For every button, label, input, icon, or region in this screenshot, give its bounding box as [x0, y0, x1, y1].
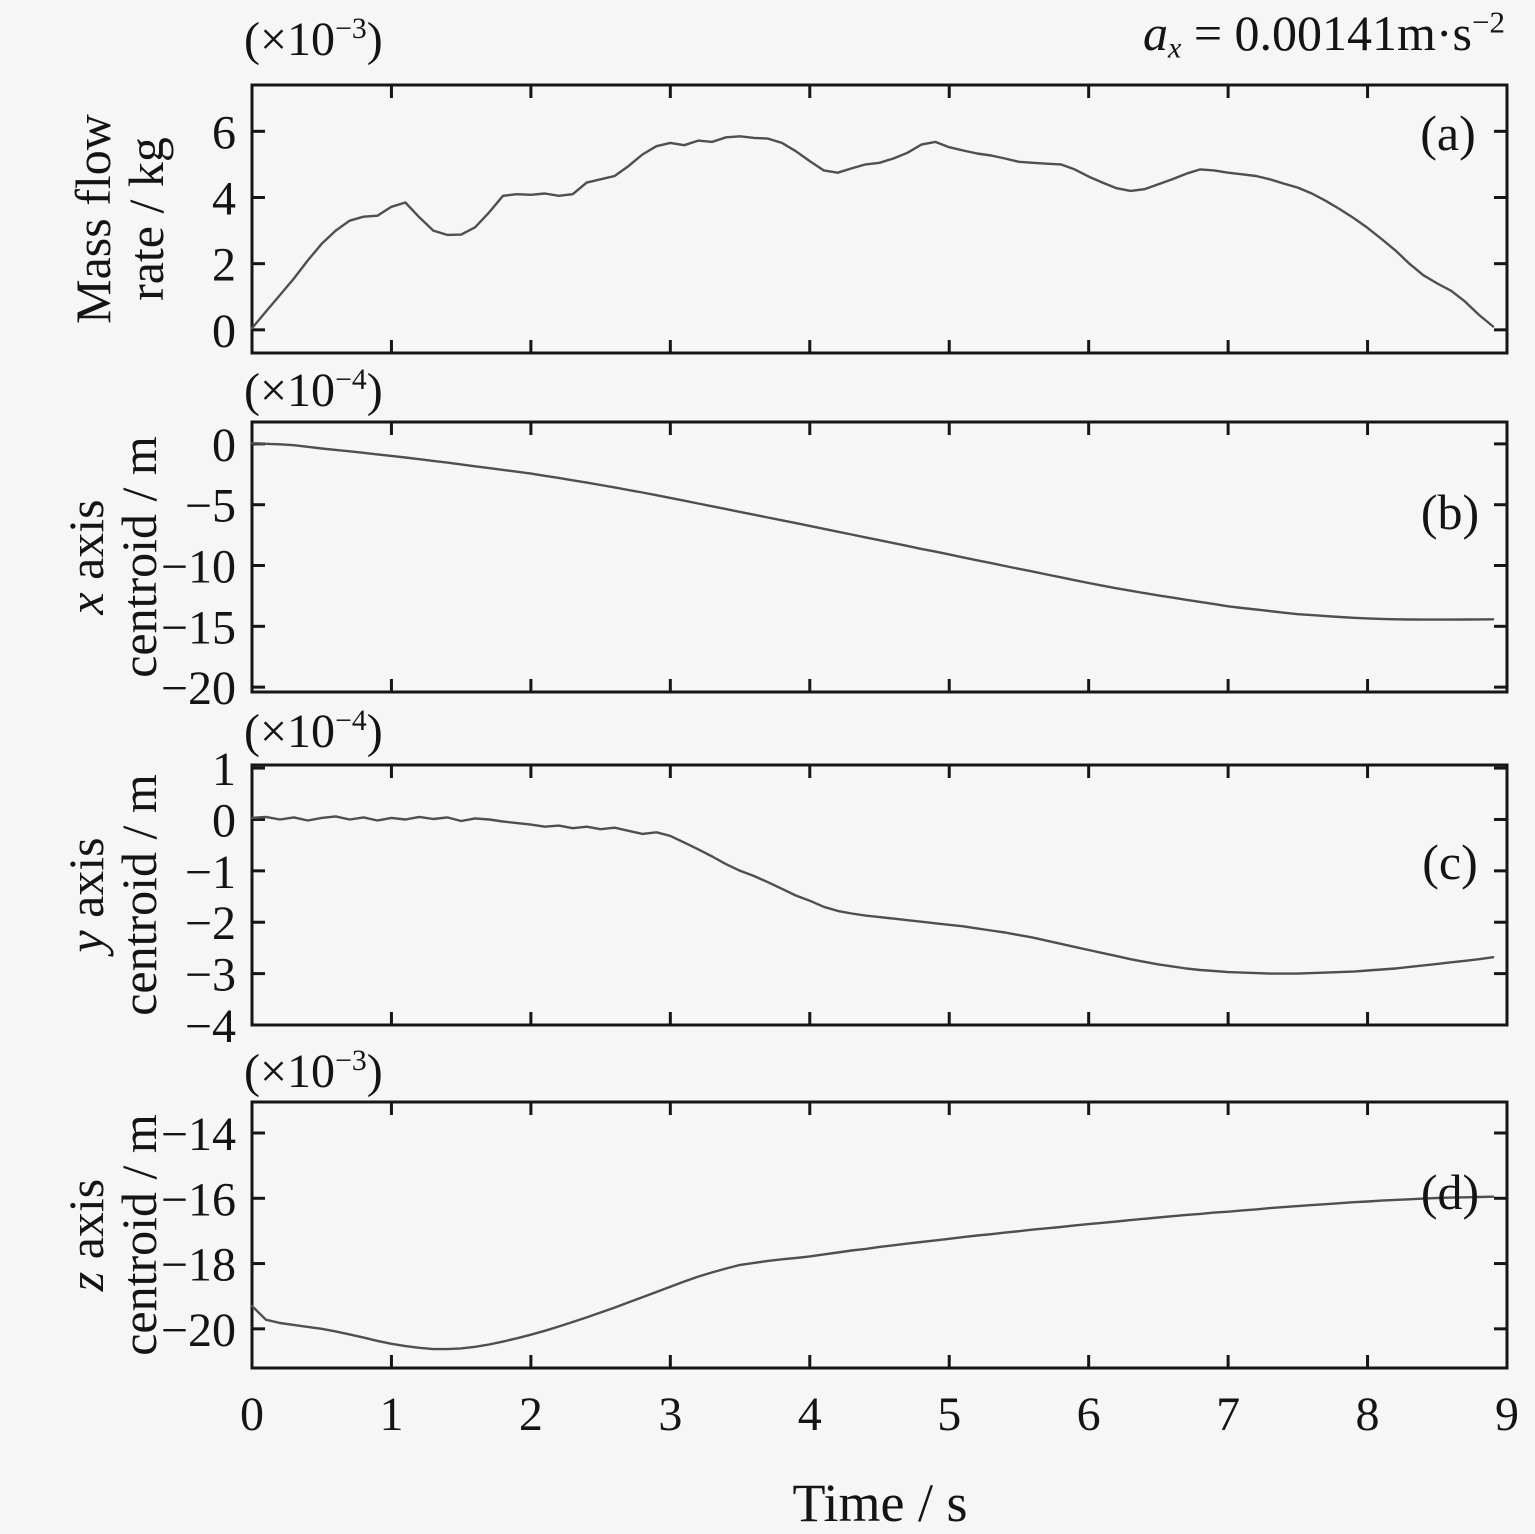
ytick-label: 2	[212, 239, 236, 292]
xtick-label: 3	[658, 1388, 682, 1441]
ytick-label: −14	[161, 1108, 236, 1161]
x-axis-label: Time / s	[792, 1473, 968, 1533]
data-curve-(b)	[250, 442, 1495, 621]
ytick-label: −3	[185, 949, 236, 1002]
xtick-label: 6	[1077, 1388, 1101, 1441]
panel-label-b: (b)	[1420, 484, 1480, 540]
scale-note-d: (×10−3)	[244, 1044, 383, 1098]
ytick-label: −10	[161, 541, 236, 594]
data-curve-(a)	[250, 135, 1495, 330]
ytick-label: −16	[161, 1173, 236, 1226]
xtick-label: 2	[519, 1388, 543, 1441]
y-axis-label-c: y axis centroid / m	[58, 774, 167, 1016]
y-axis-label-b: x axis centroid / m	[58, 436, 167, 678]
xtick-label: 1	[379, 1388, 403, 1441]
data-curve-(d)	[250, 1195, 1495, 1351]
title-subscript: x	[1167, 31, 1182, 65]
scale-note-b: (×10−4)	[244, 363, 383, 417]
panel-frame-(a)	[250, 83, 1509, 355]
ytick-label: 1	[212, 743, 236, 796]
panel-label-c: (c)	[1422, 834, 1478, 890]
xtick-label: 9	[1495, 1388, 1519, 1441]
title-exponent: −2	[1472, 4, 1505, 40]
ytick-label: −20	[161, 1304, 236, 1357]
panel-frame-(d)	[250, 1100, 1509, 1370]
ytick-label: −15	[161, 601, 236, 654]
ytick-label: 6	[212, 106, 236, 159]
ytick-label: 4	[212, 172, 236, 225]
title-equation: = 0.00141m·s	[1181, 5, 1473, 61]
ytick-label: −2	[185, 897, 236, 950]
ytick-label: 0	[212, 794, 236, 847]
ytick-label: −5	[185, 480, 236, 533]
y-axis-label-d: z axis centroid / m	[58, 1114, 167, 1356]
xtick-label: 5	[937, 1388, 961, 1441]
data-curve-(c)	[250, 815, 1495, 975]
ytick-label: −18	[161, 1239, 236, 1292]
xtick-label: 0	[240, 1388, 264, 1441]
xtick-label: 7	[1216, 1388, 1240, 1441]
ytick-label: −20	[161, 662, 236, 715]
title-variable: a	[1142, 5, 1168, 61]
panel-label-d: (d)	[1420, 1164, 1480, 1220]
scale-note-a: (×10−3)	[244, 12, 383, 66]
ytick-label: 0	[212, 305, 236, 358]
panel-frame-(c)	[250, 763, 1509, 1027]
ytick-label: 0	[212, 419, 236, 472]
ytick-label: −1	[185, 846, 236, 899]
xtick-label: 4	[798, 1388, 822, 1441]
figure-title: ax = 0.00141m·s−2	[1143, 4, 1505, 66]
scale-note-c: (×10−4)	[244, 704, 383, 758]
panel-label-a: (a)	[1420, 105, 1476, 161]
panel-frame-(b)	[250, 420, 1509, 694]
xtick-label: 8	[1356, 1388, 1380, 1441]
ytick-label: −4	[185, 1000, 236, 1053]
y-axis-label-a: Mass flow rate / kg	[65, 114, 174, 324]
